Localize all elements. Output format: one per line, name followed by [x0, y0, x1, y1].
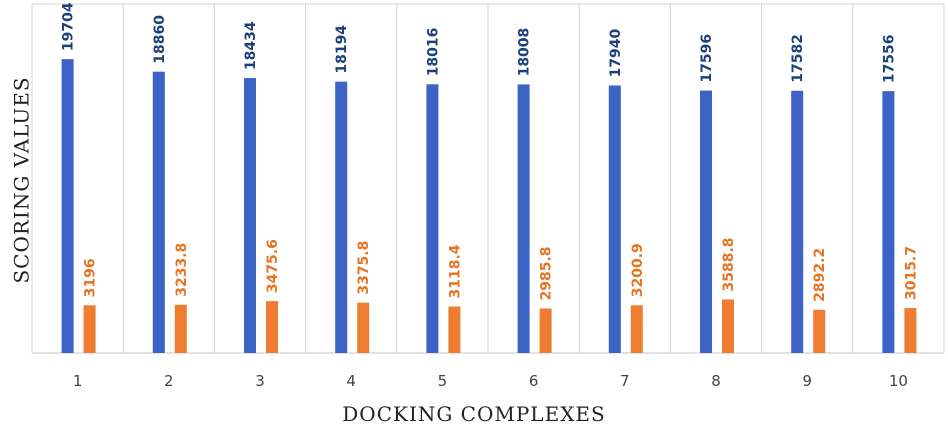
bar	[539, 308, 552, 353]
data-label: 3475.6	[265, 239, 281, 293]
bar	[608, 85, 621, 353]
bar	[426, 84, 439, 353]
bar	[882, 91, 895, 353]
bar	[244, 78, 256, 353]
bar	[61, 59, 74, 353]
bar	[700, 90, 712, 353]
x-tick-label: 4	[346, 372, 356, 390]
data-label: 3015.7	[903, 246, 919, 300]
bar	[83, 305, 96, 353]
x-tick-label: 1	[73, 372, 83, 390]
data-label: 18860	[152, 15, 168, 64]
bar	[448, 306, 461, 353]
data-label: 17596	[699, 34, 715, 83]
bar-chart: 1 19704 3196 2 18860 3233.8 3 18434 3475.6 4 18194…	[31, 2, 945, 390]
bar	[517, 84, 530, 354]
data-label: 18194	[334, 25, 350, 74]
data-label: 17582	[790, 34, 806, 83]
data-label: 3200.9	[630, 243, 646, 297]
x-axis-title: DOCKING COMPLEXES	[342, 402, 606, 426]
data-label: 3588.8	[721, 237, 737, 291]
data-label: 17940	[608, 28, 624, 77]
data-label: 18008	[517, 28, 533, 77]
data-label: 3375.8	[356, 241, 372, 295]
x-tick-label: 2	[164, 372, 174, 390]
x-tick-label: 9	[802, 372, 812, 390]
bar	[630, 305, 643, 353]
bar	[813, 309, 826, 353]
data-label: 18434	[243, 21, 259, 70]
data-label: 3233.8	[174, 243, 190, 297]
data-label: 3196	[83, 258, 99, 297]
x-tick-label: 3	[255, 372, 265, 390]
data-label: 18016	[425, 28, 441, 77]
bar	[335, 81, 348, 353]
bar	[357, 302, 370, 353]
bar	[266, 301, 278, 353]
x-tick-label: 8	[711, 372, 721, 390]
data-label: 3118.4	[447, 244, 463, 298]
x-tick-label: 7	[620, 372, 630, 390]
data-label: 2985.8	[539, 246, 555, 300]
bar	[152, 71, 165, 353]
data-label: 19704	[61, 2, 77, 51]
bar	[722, 299, 734, 353]
bar	[791, 90, 804, 353]
bar	[174, 304, 187, 353]
x-tick-label: 5	[438, 372, 448, 390]
data-label: 2892.2	[812, 248, 828, 302]
x-tick-label: 6	[529, 372, 539, 390]
x-tick-label: 10	[889, 372, 908, 390]
bar	[904, 308, 917, 353]
data-label: 17556	[881, 34, 897, 83]
